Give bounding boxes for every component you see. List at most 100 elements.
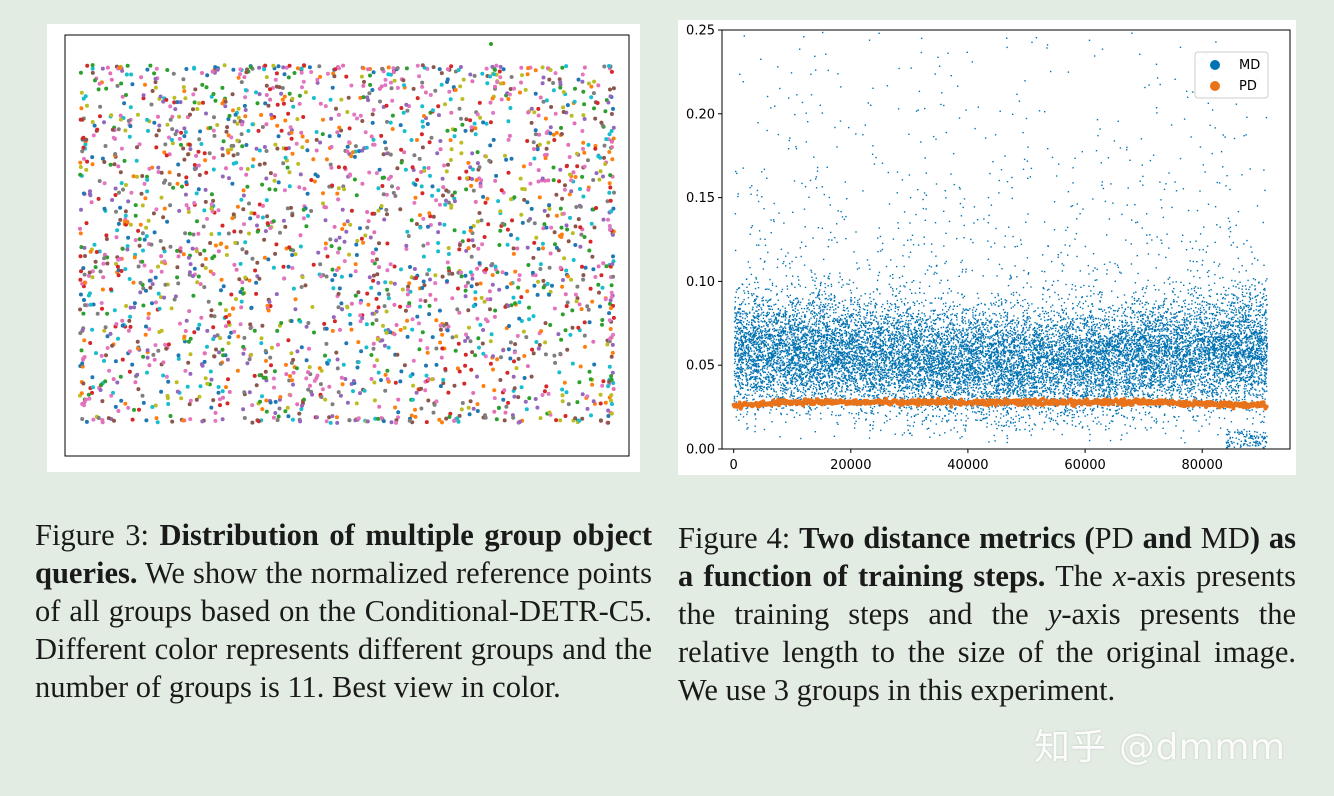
- md-point: [1194, 382, 1196, 385]
- md-point: [965, 268, 967, 270]
- md-point: [1211, 359, 1213, 362]
- reference-point: [268, 97, 273, 102]
- md-point: [1036, 386, 1038, 388]
- md-point: [941, 380, 943, 383]
- md-point: [858, 305, 860, 308]
- reference-point: [525, 139, 530, 143]
- reference-point: [472, 73, 477, 78]
- reference-point: [183, 130, 188, 135]
- md-point: [1013, 347, 1015, 349]
- reference-point: [196, 149, 201, 154]
- reference-point: [517, 277, 521, 282]
- reference-point: [272, 178, 277, 183]
- reference-point: [499, 355, 503, 360]
- md-point: [1096, 324, 1098, 326]
- reference-point: [413, 414, 418, 419]
- md-point: [944, 341, 947, 343]
- reference-point: [344, 341, 349, 346]
- md-point: [1232, 362, 1235, 364]
- md-point: [829, 340, 832, 343]
- reference-point: [239, 80, 244, 85]
- md-point: [754, 298, 756, 301]
- md-point: [1220, 361, 1223, 363]
- md-point: [1012, 363, 1014, 366]
- reference-point: [576, 77, 581, 82]
- md-point: [1188, 340, 1190, 342]
- reference-point: [205, 216, 209, 221]
- md-point: [848, 362, 851, 364]
- md-point: [988, 414, 991, 416]
- reference-point: [597, 290, 601, 295]
- md-point: [928, 358, 930, 360]
- md-point: [766, 366, 769, 368]
- md-point: [1228, 386, 1230, 388]
- reference-point: [113, 359, 118, 364]
- reference-point: [97, 179, 102, 183]
- md-point: [1038, 377, 1041, 379]
- md-point: [1189, 367, 1191, 369]
- md-point: [1172, 301, 1175, 303]
- reference-point: [151, 211, 156, 216]
- reference-point: [127, 134, 132, 139]
- md-point: [781, 334, 784, 336]
- reference-point: [128, 124, 133, 129]
- reference-point: [388, 262, 393, 267]
- md-point: [1011, 330, 1013, 333]
- md-point: [803, 364, 806, 366]
- md-point: [979, 337, 981, 339]
- md-point: [1017, 356, 1020, 358]
- md-point: [1197, 348, 1199, 350]
- reference-point: [265, 221, 270, 226]
- md-point: [844, 363, 847, 366]
- md-point: [933, 322, 935, 324]
- md-point: [937, 349, 940, 352]
- md-point: [832, 347, 834, 349]
- reference-point: [108, 162, 113, 167]
- md-point: [734, 337, 736, 339]
- reference-point: [348, 273, 353, 278]
- reference-point: [408, 265, 412, 269]
- reference-point: [316, 250, 321, 255]
- reference-point: [85, 103, 89, 108]
- reference-point: [424, 420, 429, 425]
- reference-point: [487, 289, 492, 294]
- md-point: [1071, 283, 1074, 286]
- reference-point: [238, 290, 243, 294]
- reference-point: [525, 200, 530, 205]
- md-point: [1066, 389, 1068, 391]
- reference-point: [226, 341, 231, 346]
- md-point: [962, 319, 964, 321]
- reference-point: [271, 265, 276, 270]
- reference-point: [546, 140, 551, 145]
- reference-point: [140, 231, 145, 236]
- md-point: [847, 378, 850, 380]
- md-point: [766, 347, 769, 349]
- md-point: [1181, 358, 1184, 361]
- reference-point: [200, 263, 205, 268]
- md-point: [861, 364, 863, 366]
- reference-point: [83, 254, 87, 258]
- md-point: [1000, 372, 1003, 374]
- md-point: [783, 343, 786, 345]
- md-point: [976, 325, 979, 327]
- reference-point: [208, 241, 213, 245]
- md-point: [918, 329, 921, 332]
- md-point: [811, 331, 814, 333]
- reference-point: [247, 357, 252, 362]
- md-point: [789, 359, 791, 361]
- reference-point: [347, 418, 352, 423]
- md-point: [922, 340, 925, 342]
- reference-point: [304, 224, 309, 229]
- md-point: [1255, 389, 1257, 391]
- reference-point: [226, 377, 230, 382]
- md-point: [1095, 340, 1098, 343]
- reference-point: [286, 75, 291, 80]
- md-point: [1063, 388, 1066, 390]
- reference-point: [309, 209, 314, 213]
- reference-point: [257, 65, 262, 70]
- reference-point: [204, 170, 209, 175]
- reference-point: [390, 127, 395, 131]
- reference-point: [383, 388, 388, 393]
- reference-point: [266, 257, 271, 262]
- reference-point: [211, 325, 216, 330]
